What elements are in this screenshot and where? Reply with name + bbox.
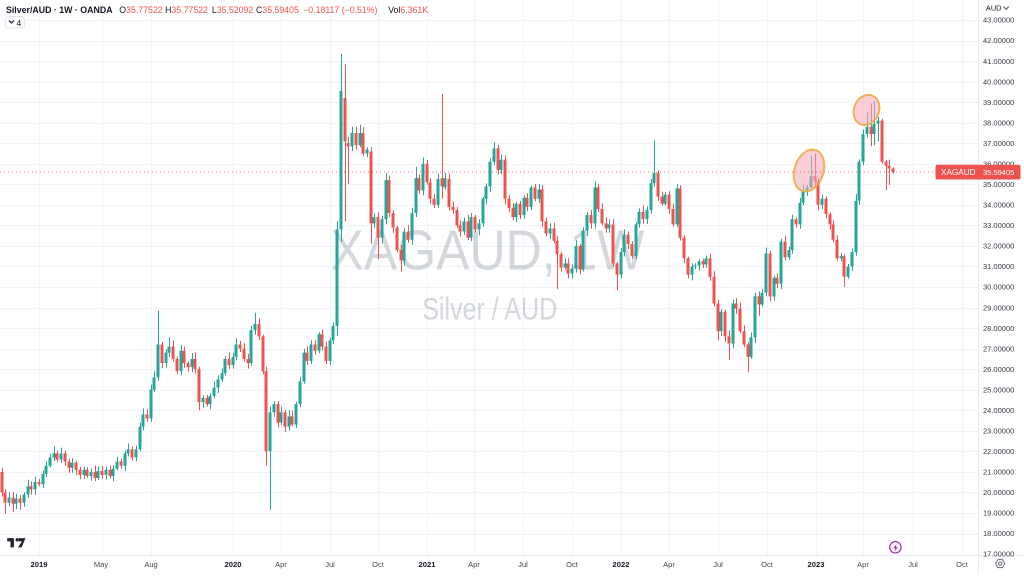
svg-text:28.00000: 28.00000 xyxy=(983,324,1014,333)
svg-text:XAGAUD: XAGAUD xyxy=(941,168,976,177)
svg-text:18.00000: 18.00000 xyxy=(983,529,1014,538)
svg-text:41.00000: 41.00000 xyxy=(983,57,1014,66)
svg-text:Aug: Aug xyxy=(144,560,157,569)
svg-text:Apr: Apr xyxy=(275,560,287,569)
svg-text:Oct: Oct xyxy=(761,560,774,569)
svg-text:4: 4 xyxy=(17,18,22,28)
svg-text:2020: 2020 xyxy=(225,560,242,569)
svg-text:32.00000: 32.00000 xyxy=(983,242,1014,251)
svg-text:42.00000: 42.00000 xyxy=(983,36,1014,45)
svg-text:May: May xyxy=(94,560,108,569)
svg-text:Vol6.361K: Vol6.361K xyxy=(388,5,428,15)
svg-text:29.00000: 29.00000 xyxy=(983,303,1014,312)
svg-text:Jul: Jul xyxy=(713,560,723,569)
svg-text:2021: 2021 xyxy=(419,560,437,569)
svg-text:36.00000: 36.00000 xyxy=(983,160,1014,169)
svg-text:H35.77522: H35.77522 xyxy=(165,5,208,15)
svg-text:2019: 2019 xyxy=(31,560,48,569)
svg-text:26.00000: 26.00000 xyxy=(983,365,1014,374)
svg-text:Apr: Apr xyxy=(857,560,869,569)
svg-text:25.00000: 25.00000 xyxy=(983,385,1014,394)
svg-text:C35.59405: C35.59405 xyxy=(256,5,299,15)
svg-text:21.00000: 21.00000 xyxy=(983,468,1014,477)
svg-text:Silver / AUD: Silver / AUD xyxy=(422,292,557,327)
svg-text:2022: 2022 xyxy=(613,560,630,569)
svg-text:22.00000: 22.00000 xyxy=(983,447,1014,456)
svg-text:20.00000: 20.00000 xyxy=(983,488,1014,497)
svg-text:AUD: AUD xyxy=(986,4,1002,13)
svg-text:Apr: Apr xyxy=(468,560,480,569)
svg-text:2023: 2023 xyxy=(808,560,825,569)
svg-text:23.00000: 23.00000 xyxy=(983,427,1014,436)
svg-text:34.00000: 34.00000 xyxy=(983,201,1014,210)
svg-text:−0.18117 (−0.51%): −0.18117 (−0.51%) xyxy=(303,5,377,15)
svg-text:35.59405: 35.59405 xyxy=(983,168,1014,177)
svg-text:37.00000: 37.00000 xyxy=(983,139,1014,148)
svg-text:27.00000: 27.00000 xyxy=(983,344,1014,353)
svg-text:Jul: Jul xyxy=(908,560,918,569)
svg-text:35.00000: 35.00000 xyxy=(983,180,1014,189)
svg-text:17.00000: 17.00000 xyxy=(983,550,1014,559)
svg-text:Oct: Oct xyxy=(372,560,385,569)
svg-text:Oct: Oct xyxy=(566,560,579,569)
svg-text:40.00000: 40.00000 xyxy=(983,77,1014,86)
svg-text:31.00000: 31.00000 xyxy=(983,262,1014,271)
svg-text:33.00000: 33.00000 xyxy=(983,221,1014,230)
svg-text:19.00000: 19.00000 xyxy=(983,509,1014,518)
svg-text:30.00000: 30.00000 xyxy=(983,283,1014,292)
svg-text:O35.77522: O35.77522 xyxy=(119,5,162,15)
svg-text:Silver/AUD · 1W · OANDA: Silver/AUD · 1W · OANDA xyxy=(6,5,113,15)
svg-text:43.00000: 43.00000 xyxy=(983,16,1014,25)
svg-text:39.00000: 39.00000 xyxy=(983,98,1014,107)
svg-text:24.00000: 24.00000 xyxy=(983,406,1014,415)
svg-text:Apr: Apr xyxy=(663,560,675,569)
svg-text:Oct: Oct xyxy=(956,560,969,569)
svg-text:Jul: Jul xyxy=(518,560,528,569)
svg-text:38.00000: 38.00000 xyxy=(983,118,1014,127)
svg-text:Jul: Jul xyxy=(325,560,335,569)
svg-text:L35.52092: L35.52092 xyxy=(212,5,254,15)
